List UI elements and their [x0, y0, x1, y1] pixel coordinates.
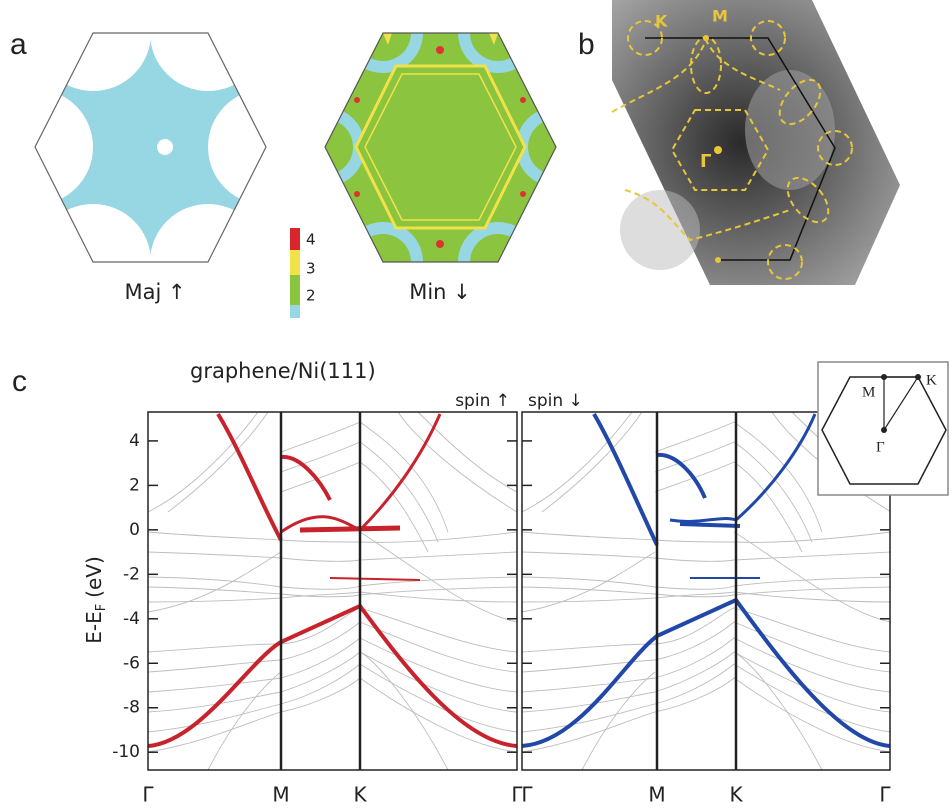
y-tick-label: -8	[123, 698, 140, 718]
point-label: Γ	[700, 151, 711, 172]
bands-spin-up	[148, 412, 517, 770]
panel-label: b	[578, 28, 595, 61]
x-tick-label: Γ	[142, 783, 154, 807]
caption: Min ↓	[409, 280, 471, 304]
caption: Maj ↑	[124, 280, 185, 304]
x-tick-label: Γ	[879, 783, 891, 807]
y-tick-label: 0	[129, 520, 140, 540]
inset-label: Γ	[876, 439, 885, 455]
y-tick-label: 2	[129, 475, 140, 495]
panel-label: a	[10, 28, 27, 61]
x-tick-label: K	[729, 783, 743, 807]
colorbar	[290, 228, 300, 318]
y-axis-label-sub: F	[94, 604, 109, 611]
spin-label: spin ↑	[455, 391, 510, 411]
fermi-surface-majority	[0, 0, 324, 320]
point-label: M	[712, 7, 728, 26]
y-tick-label: -6	[123, 653, 140, 673]
colorbar-tick: 2	[306, 287, 316, 305]
y-axis-label: E-EF (eV)	[82, 556, 109, 644]
inset-label: M	[862, 384, 875, 400]
y-tick-label: 4	[129, 431, 140, 451]
y-axis-label-main: E-E	[82, 611, 106, 644]
y-axis-label-unit: (eV)	[82, 556, 106, 598]
y-tick-label: -4	[123, 609, 140, 629]
point-label: K	[655, 12, 668, 31]
y-tick-label: -10	[112, 742, 140, 762]
colorbar-tick: 4	[306, 231, 316, 249]
inset-label: K	[926, 372, 937, 388]
x-tick-label: K	[353, 783, 367, 807]
x-tick-label: M	[648, 783, 665, 807]
panel-label: c	[12, 365, 27, 398]
x-tick-label: Γ	[521, 783, 533, 807]
spin-label: spin ↓	[528, 391, 583, 411]
x-tick-label: M	[272, 783, 289, 807]
colorbar-tick: 3	[306, 260, 316, 278]
figure: a 4 3 2 Maj ↑ Min ↓ b	[0, 0, 952, 812]
plot-title: graphene/Ni(111)	[190, 359, 376, 383]
y-tick-label: -2	[123, 564, 140, 584]
fermi-surface-minority	[285, 0, 596, 302]
stm-image	[612, 0, 900, 285]
